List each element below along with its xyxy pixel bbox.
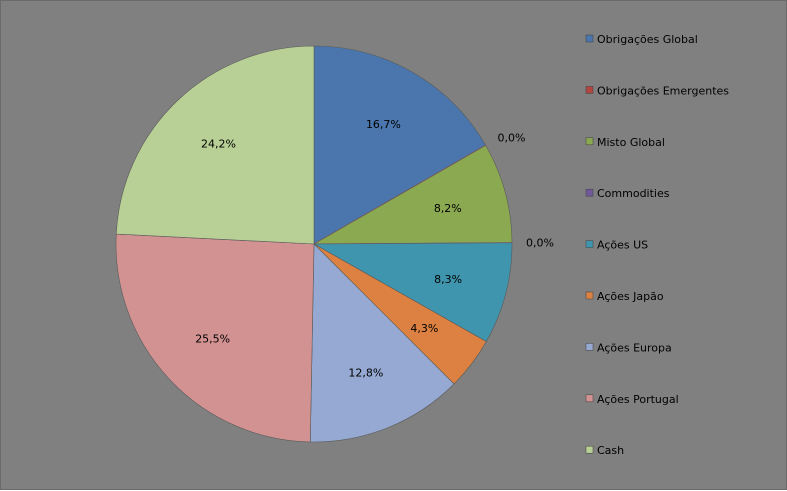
legend-label-3: Commodities — [597, 187, 670, 200]
pie-slice-8 — [115, 45, 315, 245]
legend-item-8: Cash — [585, 444, 624, 457]
slice-label-4: 8,3% — [434, 273, 462, 286]
legend-swatch-1 — [585, 86, 594, 94]
slice-label-2: 8,2% — [434, 202, 462, 215]
legend-item-4: Ações US — [585, 239, 648, 252]
legend-item-3: Commodities — [585, 187, 670, 200]
pie-slice-7 — [115, 233, 315, 443]
legend-swatch-8 — [585, 445, 594, 454]
legend-label-5: Ações Japão — [597, 290, 664, 303]
legend-label-2: Misto Global — [597, 136, 665, 149]
legend-swatch-3 — [585, 188, 594, 197]
slice-label-0: 16,7% — [366, 118, 401, 131]
legend-label-7: Ações Portugal — [597, 393, 679, 406]
legend-label-4: Ações US — [597, 239, 648, 252]
legend-swatch-0 — [585, 34, 594, 43]
slice-labels: 16,7% 0,0% 8,2% 0,0% 8,3% 4,3% 12,8% 25,5% 24,2% — [195, 118, 554, 380]
slice-label-8: 24,2% — [201, 138, 236, 151]
legend-label-8: Cash — [597, 444, 624, 457]
slice-label-1: 0,0% — [498, 131, 526, 144]
slice-label-3: 0,0% — [526, 237, 554, 250]
legend-swatch-7 — [585, 394, 594, 403]
legend-label-6: Ações Europa — [597, 341, 672, 354]
pie-slices — [115, 45, 513, 443]
pie-slice-0 — [313, 45, 487, 245]
slice-label-5: 4,3% — [410, 322, 438, 335]
legend-item-5: Ações Japão — [585, 290, 664, 303]
legend-label-1: Obrigações Emergentes — [597, 84, 729, 97]
slice-label-7: 25,5% — [195, 333, 230, 346]
legend-item-7: Ações Portugal — [585, 393, 679, 406]
legend-swatch-4 — [585, 240, 594, 248]
pie-slice-2 — [312, 144, 513, 245]
legend-swatch-6 — [585, 343, 594, 351]
legend-item-6: Ações Europa — [585, 341, 672, 354]
legend-item-1: Obrigações Emergentes — [585, 84, 729, 97]
legend-label-0: Obrigações Global — [597, 33, 698, 46]
legend-swatch-2 — [585, 137, 594, 146]
pie-slice-4 — [312, 242, 513, 342]
legend-swatch-5 — [585, 291, 594, 300]
legend-item-2: Misto Global — [585, 136, 665, 149]
slice-label-6: 12,8% — [348, 367, 383, 380]
legend: Obrigações Global Obrigações Emergentes Mi… — [585, 33, 729, 457]
legend-item-0: Obrigações Global — [585, 33, 698, 46]
pie-slice-6 — [309, 243, 455, 443]
